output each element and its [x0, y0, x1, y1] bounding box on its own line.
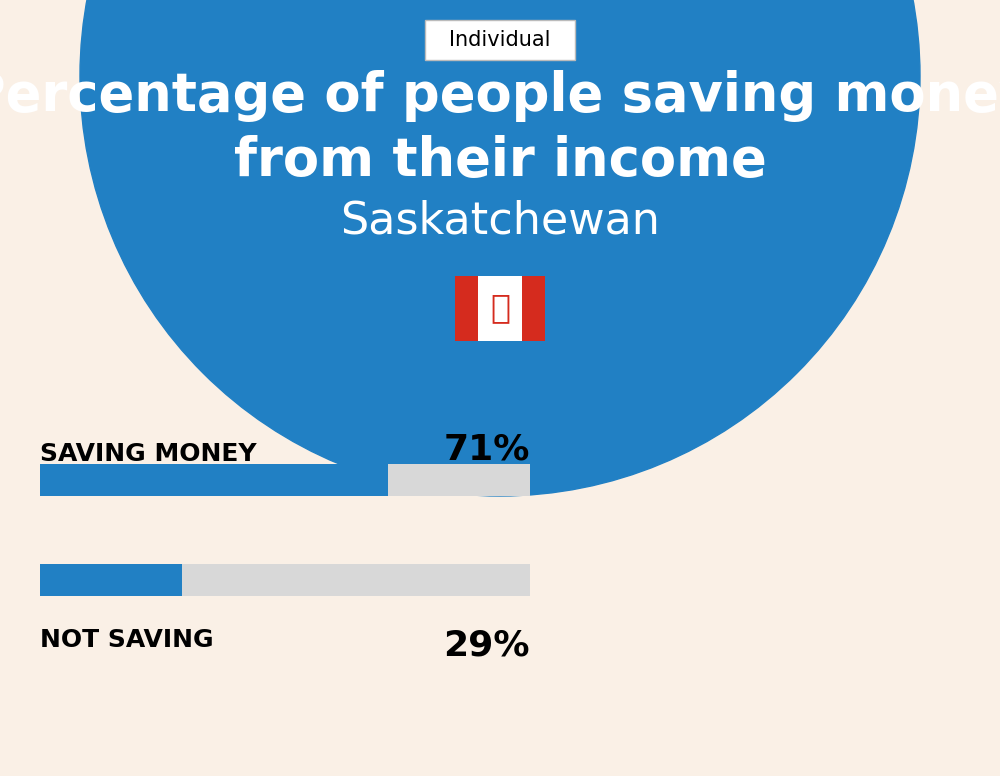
Text: SAVING MONEY: SAVING MONEY — [40, 442, 257, 466]
FancyBboxPatch shape — [40, 464, 388, 496]
Circle shape — [80, 0, 920, 496]
FancyBboxPatch shape — [40, 564, 530, 596]
Text: Percentage of people saving money: Percentage of people saving money — [0, 70, 1000, 122]
Text: Saskatchewan: Saskatchewan — [340, 199, 660, 242]
Text: NOT SAVING: NOT SAVING — [40, 628, 214, 652]
FancyBboxPatch shape — [40, 564, 182, 596]
FancyBboxPatch shape — [40, 464, 530, 496]
Text: 🍁: 🍁 — [490, 292, 510, 324]
FancyBboxPatch shape — [455, 275, 478, 341]
Text: 71%: 71% — [444, 432, 530, 466]
Text: from their income: from their income — [234, 135, 766, 187]
FancyBboxPatch shape — [522, 275, 545, 341]
Text: 29%: 29% — [444, 628, 530, 662]
FancyBboxPatch shape — [425, 20, 575, 60]
Text: Individual: Individual — [449, 30, 551, 50]
FancyBboxPatch shape — [455, 275, 545, 341]
